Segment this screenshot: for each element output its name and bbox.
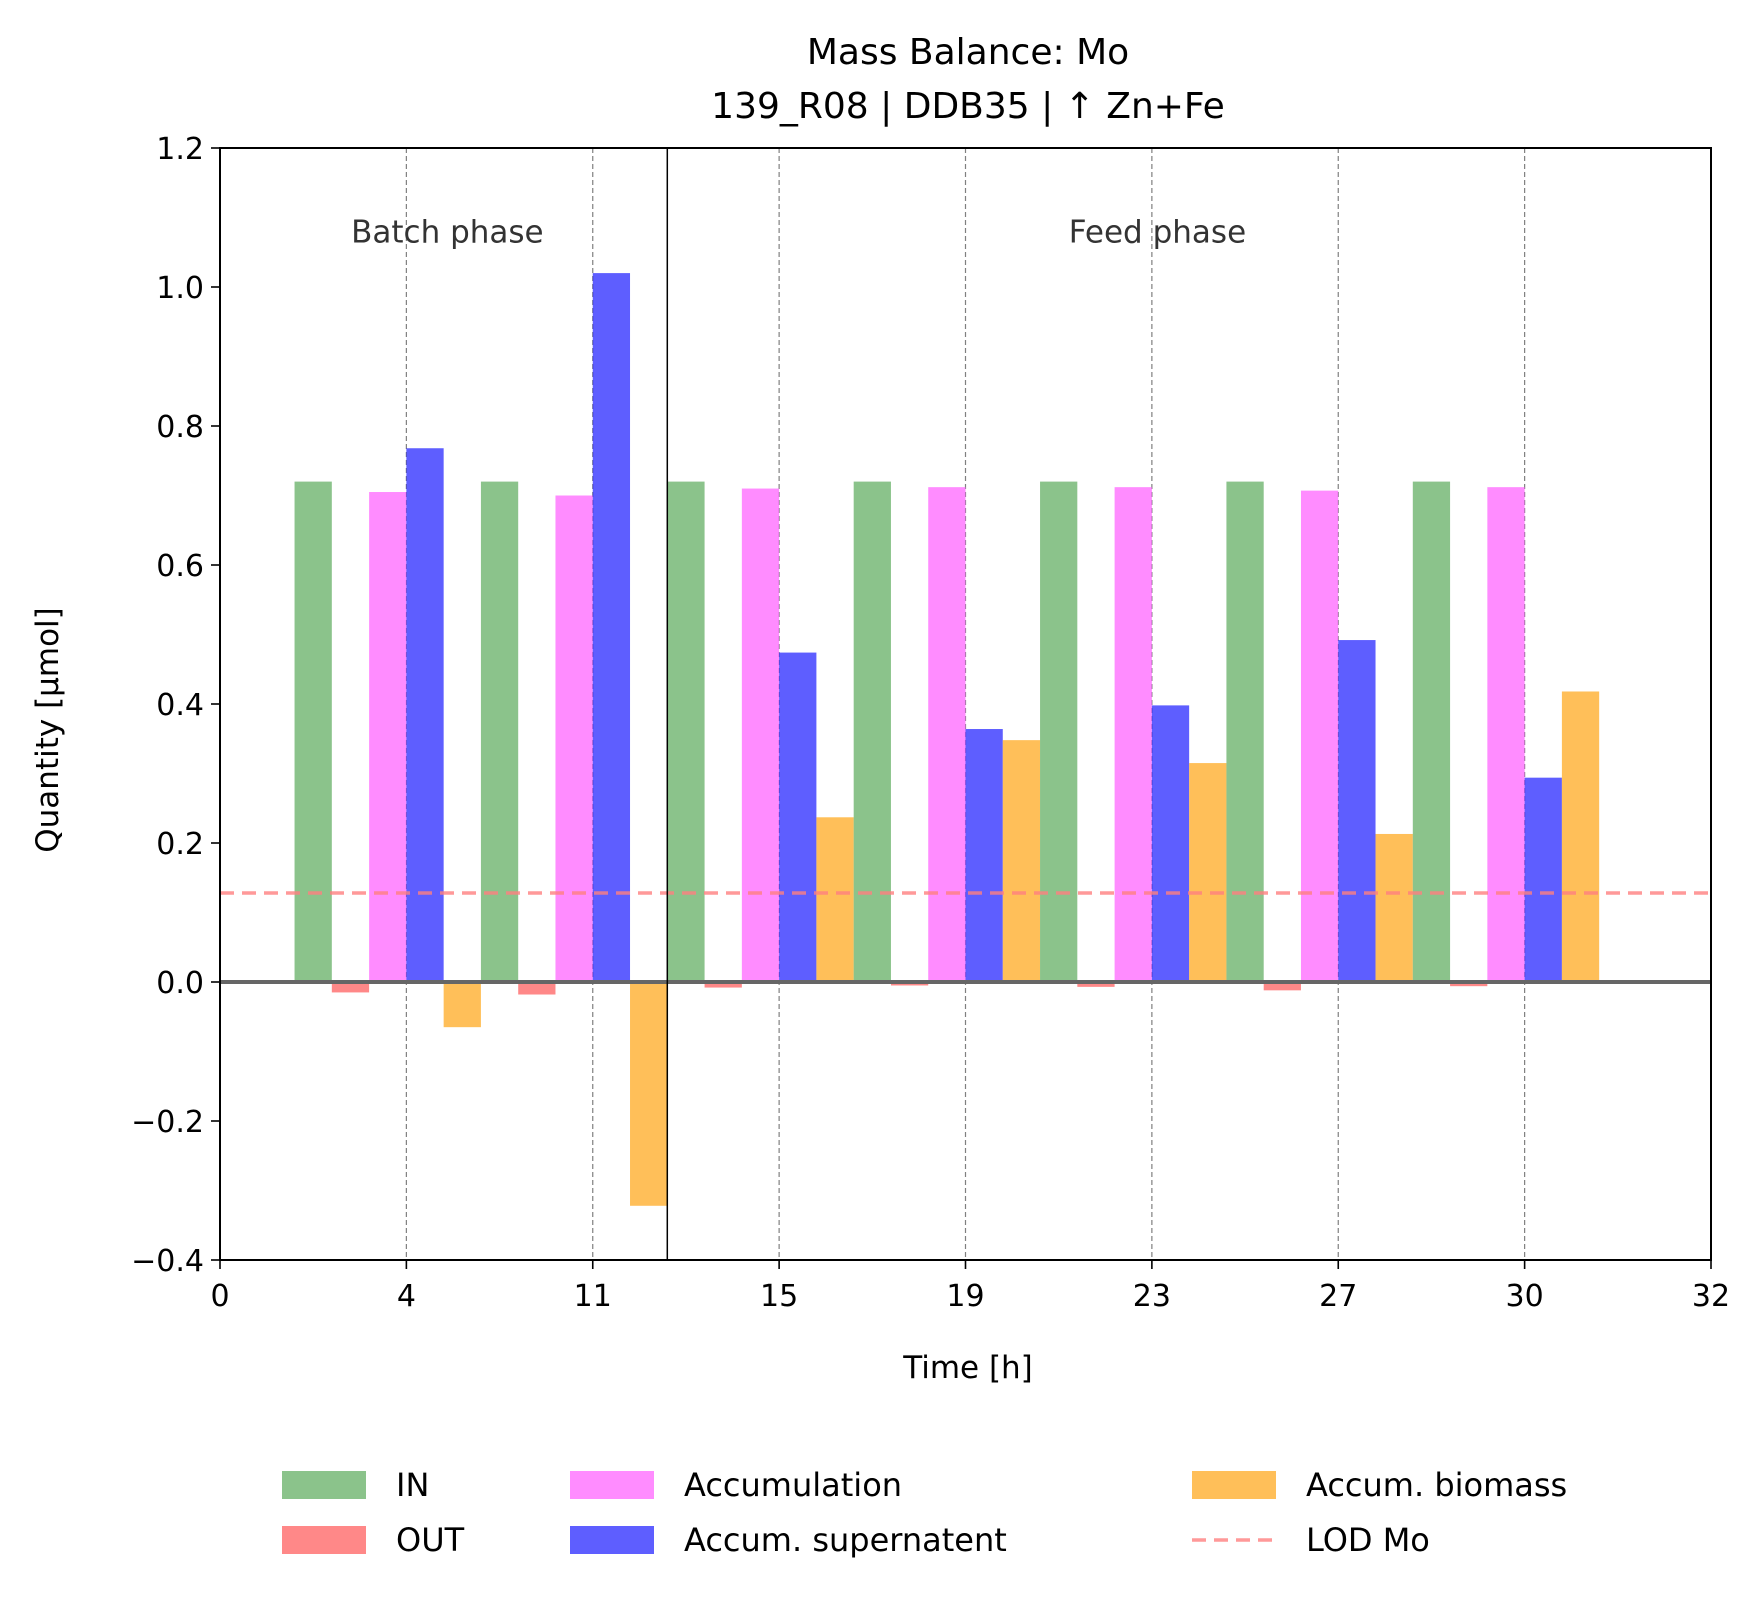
bar-accum-biomass [1375,833,1413,982]
bar-accumulation [1300,490,1339,982]
bar-accumulation [369,492,407,982]
bar-accumulation [1487,487,1525,982]
x-tick-label: 27 [1319,1279,1357,1314]
chart-title: Mass Balance: Mo [807,32,1129,73]
bar-out [704,982,742,988]
bar-accum-supernatent [779,652,817,982]
y-tick-label: 0.4 [156,688,204,723]
bar-in [1226,481,1264,982]
bar-accumulation [555,495,593,982]
x-axis-label: Time [h] [902,1350,1033,1386]
bar-accum-supernatent [406,448,444,982]
phase-labels: Batch phase Feed phase [351,214,1246,250]
legend-label-out: OUT [396,1521,465,1559]
bar-in [1412,481,1451,982]
bar-in [480,481,519,982]
y-tick-label: −0.4 [131,1244,204,1279]
bar-out [1263,982,1301,991]
y-tick-label: 0.2 [156,827,204,862]
bar-accumulation [1114,487,1152,982]
legend-label-lod-mo: LOD Mo [1306,1521,1430,1559]
reference-lines [220,148,1711,1260]
phase-label: Batch phase [351,214,544,250]
bar-accum-biomass [630,982,668,1206]
x-tick-label: 11 [574,1279,612,1314]
bar-accum-supernatent [1338,640,1376,982]
y-tick-label: 1.2 [156,132,204,167]
legend-label-in: IN [396,1466,429,1504]
bar-in [294,481,332,982]
bar-accumulation [928,487,966,982]
bar-accum-supernatent [592,273,631,983]
legend-swatch-accumulation [570,1471,654,1499]
phase-label: Feed phase [1069,214,1246,250]
y-tick-label: 1.0 [156,271,204,306]
x-tick-label: 32 [1692,1279,1730,1314]
bar-accum-biomass [1002,740,1041,982]
y-tick-label: 0.6 [156,549,204,584]
bar-accum-biomass [816,817,854,982]
bar-out [1450,982,1488,987]
x-tick-label: 30 [1506,1279,1544,1314]
bar-in [667,481,705,982]
bar-out [1077,982,1115,987]
legend-label-accum-biomass: Accum. biomass [1306,1466,1567,1504]
x-tick-label: 23 [1133,1279,1171,1314]
legend-swatch-accum-supernatent [570,1526,654,1554]
y-axis-label: Quantity [µmol] [30,607,66,853]
chart-subtitle: 139_R08 | DDB35 | ↑ Zn+Fe [711,86,1225,127]
bar-accum-biomass [1561,691,1600,982]
bar-accum-supernatent [965,729,1003,982]
legend-label-accumulation: Accumulation [684,1466,902,1504]
legend-swatch-accum-biomass [1192,1471,1276,1499]
bar-accum-biomass [443,982,481,1028]
legend-label-accum-supernatent: Accum. supernatent [684,1521,1007,1559]
bar-in [853,481,891,982]
x-tick-label: 15 [760,1279,798,1314]
legend-swatch-in [282,1471,366,1499]
bars [294,273,1600,1206]
bar-in [1040,481,1078,982]
x-tick-label: 19 [946,1279,984,1314]
y-tick-label: −0.2 [131,1105,204,1140]
y-tick-label: 0.0 [156,966,204,1001]
legend-swatch-out [282,1526,366,1554]
bar-accumulation [741,488,780,982]
x-tick-label: 0 [210,1279,229,1314]
bar-accum-supernatent [1151,705,1190,982]
y-tick-label: 0.8 [156,410,204,445]
bar-accum-biomass [1189,763,1227,982]
x-tick-label: 4 [397,1279,416,1314]
bar-out [331,982,370,993]
bar-out [518,982,556,995]
bar-accum-supernatent [1524,777,1562,982]
legend: IN OUT Accumulation Accum. supernatent Accum… [282,1466,1567,1559]
axis-ticks: −0.4 −0.2 0.0 0.2 0.4 0.6 0.8 1.0 1.2 0 4 11 15 19 23 2… [131,132,1730,1314]
